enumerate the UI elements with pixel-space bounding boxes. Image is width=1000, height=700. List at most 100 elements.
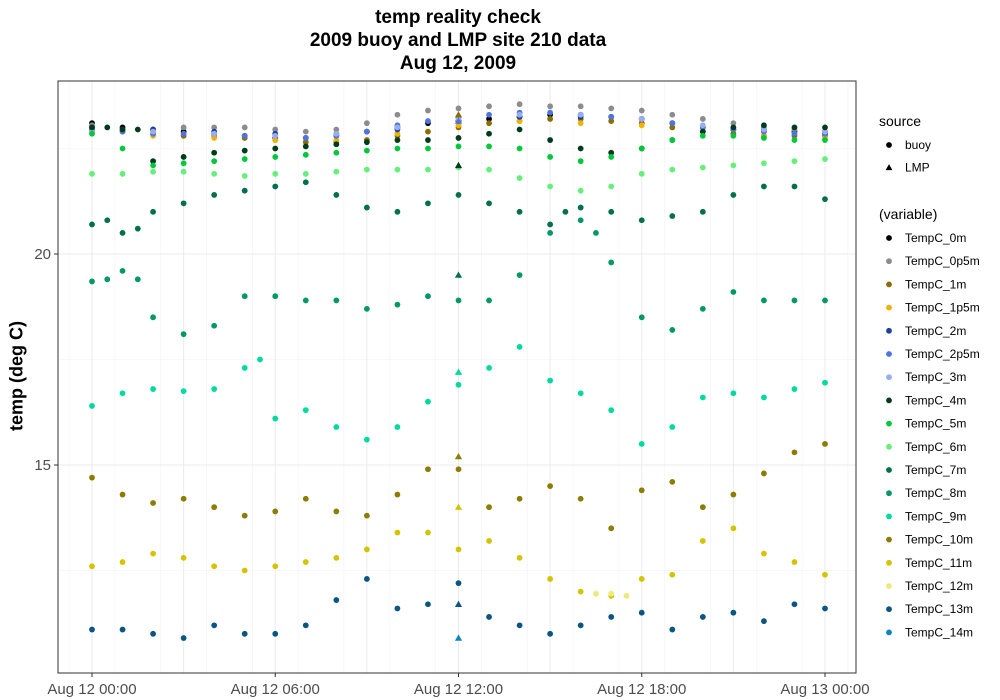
lmp-point-tempc-2p5m [454,117,463,124]
legend-label-tempc-3m: TempC_3m [905,370,966,384]
legend-label-tempc-2m: TempC_2m [905,324,966,338]
point-tempc-13m [333,597,340,603]
legend-key-tempc-1m [886,281,892,288]
point-tempc-3m [272,132,279,139]
legend-label-buoy: buoy [905,138,931,152]
point-tempc-4m [547,137,554,143]
point-tempc-1p5m [577,120,584,127]
point-tempc-4m [791,124,798,131]
point-tempc-5m [577,158,584,165]
point-tempc-6m [89,170,95,177]
point-tempc-13m [791,601,798,608]
legend-label-tempc-0p5m: TempC_0p5m [905,254,980,268]
legend-key-tempc-6m [886,443,892,450]
point-tempc-0p5m [425,107,431,114]
point-tempc-8m [761,297,767,304]
point-tempc-10m [394,491,401,498]
point-tempc-10m [150,500,156,506]
point-tempc-11m [516,554,523,561]
point-tempc-3m [516,111,523,118]
point-tempc-4m [363,139,370,146]
point-tempc-10m [363,512,370,519]
point-tempc-4m [425,137,431,143]
legend-key-lmp [885,164,893,171]
point-tempc-9m [211,386,218,392]
legend-key-buoy [886,142,892,148]
point-tempc-10m [699,504,706,511]
point-tempc-3m [638,116,645,122]
point-tempc-9m [547,377,554,384]
point-tempc-8m [89,278,95,285]
point-tempc-7m [272,183,279,190]
point-tempc-4m [455,135,462,141]
point-tempc-5m [394,145,401,152]
point-tempc-6m [150,168,156,175]
point-tempc-5m [638,145,645,152]
point-tempc-4m [730,124,737,131]
point-tempc-10m [119,491,126,498]
point-tempc-2p5m [608,113,615,120]
point-tempc-10m [822,441,828,447]
point-tempc-0p5m [638,107,645,114]
point-tempc-7m [638,217,645,224]
point-tempc-2p5m [669,120,676,127]
point-tempc-11m [761,550,767,557]
point-tempc-6m [394,166,401,173]
point-tempc-4m [134,126,141,133]
x-tick-label: Aug 12 00:00 [47,681,136,698]
legend-label-tempc-9m: TempC_9m [905,509,966,523]
point-tempc-0p5m [180,124,187,131]
point-tempc-1m [608,118,615,124]
plot-panel [58,81,856,673]
point-tempc-9m [180,388,187,395]
point-tempc-2p5m [486,111,492,118]
legend-label-lmp: LMP [905,161,930,175]
point-tempc-0p5m [455,105,462,112]
point-tempc-8m [638,314,645,321]
point-tempc-4m [577,145,584,152]
legend-label-tempc-0m: TempC_0m [905,231,966,245]
point-tempc-7m [486,200,492,207]
point-tempc-3m [211,130,218,137]
point-tempc-4m [119,126,126,133]
point-tempc-7m [577,204,584,211]
point-tempc-7m [669,213,676,219]
point-tempc-0p5m [363,120,370,127]
legend-label-tempc-4m: TempC_4m [905,393,966,407]
point-tempc-0p5m [302,128,309,135]
point-tempc-10m [333,508,340,515]
point-tempc-5m [302,151,309,158]
legend-key-tempc-13m [886,606,892,613]
point-tempc-9m [333,424,340,430]
point-tempc-11m [455,546,462,553]
point-tempc-11m [638,576,645,582]
point-tempc-13m [699,614,706,620]
point-tempc-4m [822,124,828,131]
point-tempc-5m [547,154,554,160]
point-tempc-11m [791,559,798,565]
point-tempc-3m [577,111,584,118]
point-tempc-1p5m [516,118,523,124]
legend-key-tempc-9m [886,513,892,520]
point-tempc-6m [363,166,370,173]
point-tempc-2p5m [180,130,187,137]
point-tempc-8m [333,297,340,304]
point-tempc-0p5m [669,111,676,118]
point-tempc-13m [241,630,248,637]
lmp-point-tempc-13m [454,600,463,607]
point-tempc-1m [425,128,431,135]
point-tempc-0p5m [547,103,554,110]
legend-title-variable: (variable) [879,206,937,222]
point-tempc-4m [394,137,401,143]
point-tempc-8m [180,331,187,338]
point-tempc-10m [577,495,584,502]
point-tempc-3m [333,130,340,137]
point-tempc-8m [669,327,676,333]
point-tempc-8m [104,276,111,283]
point-tempc-0m [486,116,492,122]
point-tempc-5m [669,137,676,143]
point-tempc-8m [211,322,218,329]
point-tempc-9m [608,407,615,414]
point-tempc-0p5m [333,126,340,133]
